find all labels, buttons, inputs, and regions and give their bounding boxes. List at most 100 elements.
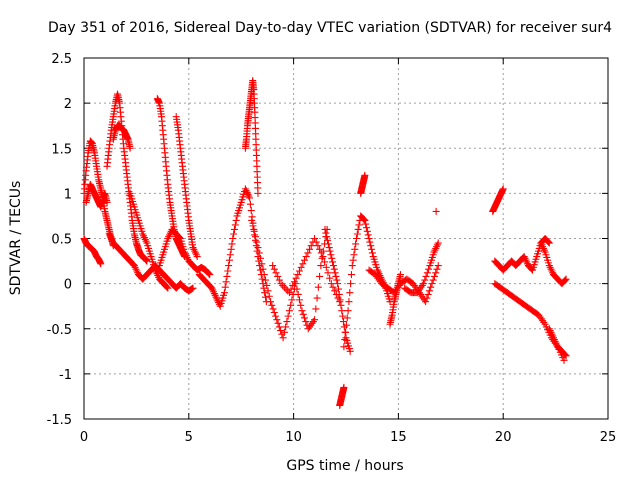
data-point xyxy=(254,244,262,252)
data-point xyxy=(348,262,356,270)
data-point xyxy=(220,289,228,297)
data-point xyxy=(206,271,214,279)
data-point xyxy=(340,343,348,351)
data-point xyxy=(339,318,347,326)
data-point xyxy=(255,249,263,257)
data-point xyxy=(432,207,440,215)
data-point xyxy=(251,233,259,241)
data-point xyxy=(324,240,332,248)
grid xyxy=(84,58,608,419)
data-point xyxy=(274,319,282,327)
series-sat-f xyxy=(105,230,197,295)
data-point xyxy=(312,305,320,313)
data-point xyxy=(258,275,266,283)
data-point xyxy=(323,233,331,241)
tick-group: 0 5 10 15 20 25 -1.5 -1 -0.5 0 0.5 1 1.5 2 2.5 xyxy=(47,52,617,445)
data-point xyxy=(103,198,111,206)
series-sat-aa xyxy=(545,325,570,360)
data-point xyxy=(290,278,298,286)
data-point xyxy=(329,262,337,270)
series-sat-g xyxy=(126,189,172,292)
data-point xyxy=(311,235,319,242)
data-point xyxy=(396,271,404,279)
data-point xyxy=(425,265,433,273)
data-point xyxy=(260,271,268,279)
data-point xyxy=(317,262,325,270)
data-point xyxy=(545,239,553,247)
x-tick-label: 10 xyxy=(285,430,302,445)
series-sat-e xyxy=(109,122,134,152)
data-point xyxy=(363,227,371,235)
data-point xyxy=(222,278,230,286)
data-point xyxy=(164,284,172,292)
data-point xyxy=(327,251,335,259)
data-point xyxy=(347,271,355,279)
data-point xyxy=(353,230,361,238)
data-point xyxy=(280,328,288,336)
data-point xyxy=(325,244,333,252)
data-point xyxy=(250,227,258,235)
data-point xyxy=(366,238,374,246)
data-point xyxy=(189,284,197,292)
data-point xyxy=(269,305,277,313)
data-point xyxy=(342,328,350,336)
data-point xyxy=(254,189,262,197)
data-point xyxy=(272,269,280,277)
data-point xyxy=(246,194,254,202)
data-point xyxy=(259,265,267,273)
data-point xyxy=(433,265,441,273)
series-sat-p xyxy=(336,383,348,409)
data-point xyxy=(434,239,442,247)
data-point xyxy=(423,269,431,277)
data-point xyxy=(232,216,240,224)
y-tick-label: -1 xyxy=(59,368,72,383)
data-point xyxy=(361,216,369,224)
data-point xyxy=(365,235,373,242)
data-point xyxy=(346,347,354,355)
data-point xyxy=(339,312,347,320)
data-point xyxy=(562,275,570,283)
data-point xyxy=(273,316,281,324)
series-sat-l xyxy=(241,77,262,197)
data-point xyxy=(321,225,329,233)
data-point xyxy=(332,272,340,280)
data-point xyxy=(367,242,375,250)
data-point xyxy=(293,285,301,293)
data-point xyxy=(270,265,278,273)
x-tick-label: 0 xyxy=(80,430,88,445)
data-point xyxy=(282,323,290,331)
data-points xyxy=(80,77,570,409)
data-point xyxy=(350,251,358,259)
data-point xyxy=(360,216,368,224)
y-tick-label: 1 xyxy=(64,187,72,202)
data-point xyxy=(299,310,307,318)
y-tick-label: 2 xyxy=(64,97,72,112)
data-point xyxy=(230,230,238,238)
data-point xyxy=(429,276,437,284)
data-point xyxy=(279,334,287,342)
data-point xyxy=(425,287,433,295)
data-point xyxy=(312,238,320,246)
data-point xyxy=(336,296,344,304)
data-point xyxy=(285,307,293,315)
data-point xyxy=(246,200,254,208)
data-point xyxy=(314,283,322,291)
data-point xyxy=(297,263,305,271)
data-point xyxy=(424,290,432,298)
chart-title: Day 351 of 2016, Sidereal Day-to-day VTE… xyxy=(48,20,612,36)
data-point xyxy=(544,238,552,246)
data-point xyxy=(224,267,232,275)
data-point xyxy=(355,221,363,229)
data-point xyxy=(349,256,357,264)
series-sat-j xyxy=(155,225,214,279)
data-point xyxy=(229,235,237,242)
data-point xyxy=(126,144,134,152)
data-point xyxy=(420,280,428,288)
data-point xyxy=(351,245,359,253)
data-point xyxy=(354,225,362,233)
y-tick-label: -0.5 xyxy=(47,323,72,338)
data-point xyxy=(334,280,342,288)
data-point xyxy=(347,280,355,288)
data-point xyxy=(361,171,369,179)
data-point xyxy=(247,207,255,215)
